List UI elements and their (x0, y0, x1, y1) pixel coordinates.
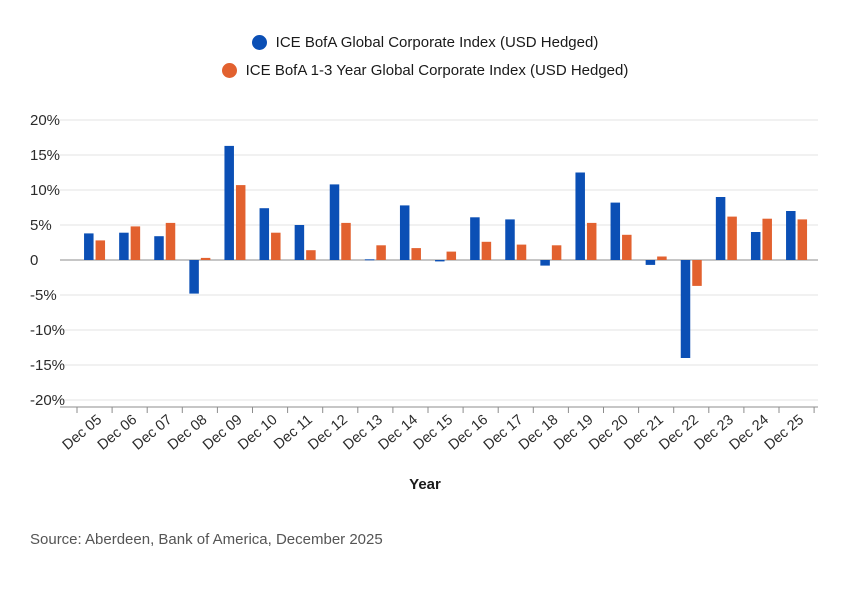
bar-1-3-year (376, 245, 386, 260)
bar-global (540, 260, 550, 266)
bar-1-3-year (727, 216, 737, 260)
x-tick-label: Dec 21 (621, 412, 666, 454)
bar-global (575, 172, 585, 260)
x-tick-label: Dec 16 (446, 412, 491, 454)
bar-global (294, 225, 305, 260)
x-tick-label: Dec 20 (586, 412, 631, 454)
bar-global (399, 205, 410, 260)
bar-1-3-year (481, 241, 492, 260)
bar-global (715, 197, 726, 260)
legend-swatch-global (251, 34, 267, 50)
bar-1-3-year (551, 245, 562, 260)
x-tick-label: Dec 05 (60, 412, 105, 454)
bar-1-3-year (516, 244, 527, 260)
bar-1-3-year (762, 218, 772, 260)
x-tick-label: Dec 14 (376, 412, 421, 454)
bar-1-3-year (657, 256, 667, 260)
bar-1-3-year (692, 260, 702, 286)
bar-1-3-year (306, 250, 316, 260)
bar-1-3-year (446, 251, 457, 260)
x-tick-label: Dec 06 (95, 412, 140, 454)
y-tick-label: 15% (30, 147, 60, 164)
y-tick-label: -20% (30, 392, 65, 409)
bar-global (189, 260, 199, 294)
bar-1-3-year (586, 222, 597, 260)
bar-global (224, 145, 234, 260)
bar-1-3-year (200, 257, 211, 260)
x-tick-label: Dec 24 (727, 412, 772, 454)
bar-global (119, 232, 129, 260)
bar-1-3-year (341, 222, 351, 260)
bar-global (645, 260, 656, 265)
x-tick-label: Dec 10 (235, 412, 280, 454)
bar-global (505, 219, 515, 260)
x-tick-label: Dec 15 (411, 412, 456, 454)
y-tick-label: -5% (30, 287, 57, 304)
bar-1-3-year (797, 219, 808, 260)
y-tick-label: 20% (30, 112, 60, 129)
bar-1-3-year (235, 185, 246, 260)
bar-1-3-year (165, 222, 176, 260)
bar-global (750, 232, 761, 260)
bar-1-3-year (622, 234, 632, 260)
bar-global (680, 260, 691, 358)
x-tick-label: Dec 18 (516, 412, 561, 454)
y-tick-label: -15% (30, 357, 65, 374)
y-tick-label: 5% (30, 217, 52, 234)
source-note: Source: Aberdeen, Bank of America, Decem… (30, 531, 383, 548)
y-tick-label: 0 (30, 252, 38, 269)
x-tick-label: Dec 12 (305, 412, 350, 454)
x-axis-title: Year (409, 476, 441, 493)
y-tick-label: 10% (30, 182, 60, 199)
y-tick-label: -10% (30, 322, 65, 339)
x-tick-label: Dec 13 (340, 412, 385, 454)
bar-global (84, 233, 94, 260)
x-tick-label: Dec 19 (551, 412, 596, 454)
bar-global (154, 236, 164, 260)
x-tick-label: Dec 23 (691, 412, 736, 454)
bar-1-3-year (411, 248, 421, 260)
x-tick-label: Dec 07 (130, 412, 175, 454)
x-tick-label: Dec 25 (762, 412, 807, 454)
bar-global (470, 217, 480, 260)
bar-global (364, 259, 375, 261)
legend-item-1-3-year: ICE BofA 1-3 Year Global Corporate Index… (0, 56, 850, 84)
bar-1-3-year (95, 240, 106, 260)
bar-1-3-year (271, 232, 281, 260)
bar-global (435, 260, 445, 262)
legend: ICE BofA Global Corporate Index (USD Hed… (0, 28, 850, 84)
bar-global (786, 211, 796, 260)
bar-1-3-year (130, 226, 141, 260)
x-tick-label: Dec 09 (200, 412, 245, 454)
legend-swatch-1-3-year (221, 62, 237, 78)
bar-global (610, 202, 621, 260)
bar-global (329, 184, 340, 260)
x-tick-label: Dec 22 (656, 412, 701, 454)
legend-label-global: ICE BofA Global Corporate Index (USD Hed… (275, 33, 599, 51)
legend-label-1-3-year: ICE BofA 1-3 Year Global Corporate Index… (245, 61, 629, 79)
x-tick-label: Dec 08 (165, 412, 210, 454)
x-tick-label: Dec 17 (481, 412, 526, 454)
legend-item-global: ICE BofA Global Corporate Index (USD Hed… (0, 28, 850, 56)
bar-global (259, 208, 270, 260)
